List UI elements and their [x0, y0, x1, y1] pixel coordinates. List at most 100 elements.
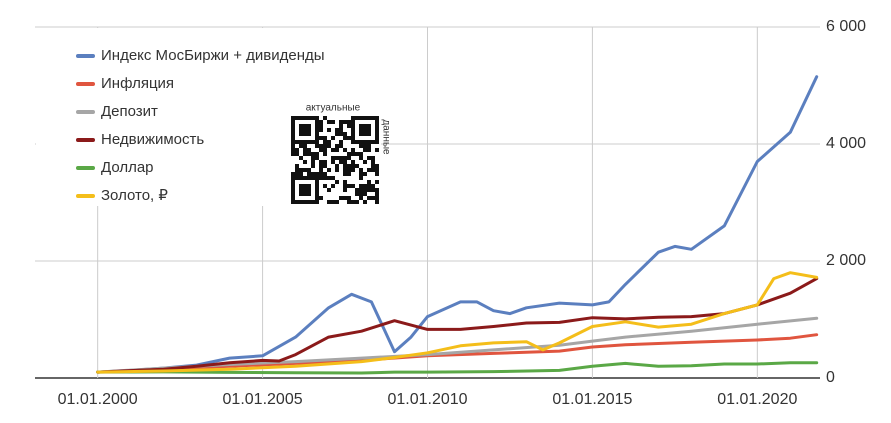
qr-cell — [303, 152, 307, 156]
qr-cell — [307, 140, 311, 144]
qr-cell — [343, 196, 347, 200]
qr-cell — [291, 140, 295, 144]
qr-cell — [371, 184, 375, 188]
qr-cell — [375, 164, 379, 168]
qr-cell — [303, 192, 307, 196]
qr-cell — [351, 152, 355, 156]
legend-label: Депозит — [101, 103, 158, 120]
qr-cell — [315, 124, 319, 128]
qr-cell — [355, 140, 359, 144]
qr-cell — [303, 188, 307, 192]
legend-label: Недвижимость — [101, 131, 204, 148]
qr-cell — [347, 172, 351, 176]
qr-cell — [299, 128, 303, 132]
qr-cell — [311, 152, 315, 156]
qr-cell — [319, 160, 323, 164]
qr-cell — [359, 144, 363, 148]
series-line — [96, 75, 819, 374]
qr-cell — [303, 140, 307, 144]
qr-cell — [339, 140, 343, 144]
qr-cell — [323, 176, 327, 180]
qr-cell — [375, 128, 379, 132]
qr-cell — [291, 148, 295, 152]
qr-cell — [367, 156, 371, 160]
series-line — [96, 271, 819, 374]
qr-cell — [371, 188, 375, 192]
qr-cell — [359, 156, 363, 160]
qr-cell — [315, 172, 319, 176]
qr-cell — [351, 136, 355, 140]
qr-cell — [343, 184, 347, 188]
qr-cell — [303, 168, 307, 172]
qr-cell — [351, 148, 355, 152]
qr-cell — [307, 148, 311, 152]
qr-cell — [327, 168, 331, 172]
qr-cell — [319, 136, 323, 140]
qr-cell — [307, 176, 311, 180]
qr-cell — [315, 132, 319, 136]
qr-cell — [371, 168, 375, 172]
qr-cell — [327, 120, 331, 124]
qr-cell — [375, 148, 379, 152]
qr-cell — [363, 128, 367, 132]
qr-cell — [351, 124, 355, 128]
qr-cell — [323, 172, 327, 176]
qr-cell — [359, 196, 363, 200]
qr-cell — [375, 188, 379, 192]
qr-cell — [323, 184, 327, 188]
qr-cell — [343, 164, 347, 168]
y-tick-label: 4 000 — [826, 135, 866, 152]
qr-cell — [299, 188, 303, 192]
qr-cell — [367, 116, 371, 120]
qr-cell — [351, 200, 355, 204]
series-line — [96, 361, 819, 375]
qr-cell — [375, 124, 379, 128]
y-tick-label: 2 000 — [826, 252, 866, 269]
qr-cell — [307, 200, 311, 204]
qr-cell — [303, 160, 307, 164]
qr-cell — [343, 156, 347, 160]
qr-cell — [311, 200, 315, 204]
qr-cell — [371, 116, 375, 120]
qr-cell — [371, 160, 375, 164]
qr-cell — [291, 192, 295, 196]
qr-cell — [371, 196, 375, 200]
qr-cell — [315, 120, 319, 124]
series-line — [96, 316, 819, 374]
qr-cell — [311, 116, 315, 120]
qr-cell — [359, 168, 363, 172]
qr-cell — [375, 168, 379, 172]
qr-cell — [367, 148, 371, 152]
qr-cell — [311, 164, 315, 168]
qr-cell — [375, 200, 379, 204]
qr-cell — [347, 136, 351, 140]
qr-cell — [363, 132, 367, 136]
qr-cell — [327, 128, 331, 132]
qr-cell — [315, 128, 319, 132]
qr-cell — [347, 168, 351, 172]
qr-cell — [307, 128, 311, 132]
qr-cell — [327, 140, 331, 144]
qr-cell — [359, 116, 363, 120]
x-tick-label: 01.01.2015 — [552, 391, 632, 408]
qr-cell — [299, 184, 303, 188]
qr-cell — [307, 132, 311, 136]
qr-cell — [347, 164, 351, 168]
qr-cell — [339, 144, 343, 148]
qr-cell — [295, 140, 299, 144]
qr-cell — [359, 140, 363, 144]
qr-cell — [319, 164, 323, 168]
qr-caption: данные — [380, 119, 391, 155]
qr-cell — [323, 160, 327, 164]
qr-cell — [303, 128, 307, 132]
qr-cell — [315, 156, 319, 160]
qr-cell — [343, 148, 347, 152]
series-line — [96, 277, 819, 374]
qr-cell — [303, 184, 307, 188]
qr-cell — [375, 180, 379, 184]
qr-cell — [351, 132, 355, 136]
qr-cell — [315, 188, 319, 192]
qr-cell — [291, 196, 295, 200]
qr-cell — [343, 172, 347, 176]
